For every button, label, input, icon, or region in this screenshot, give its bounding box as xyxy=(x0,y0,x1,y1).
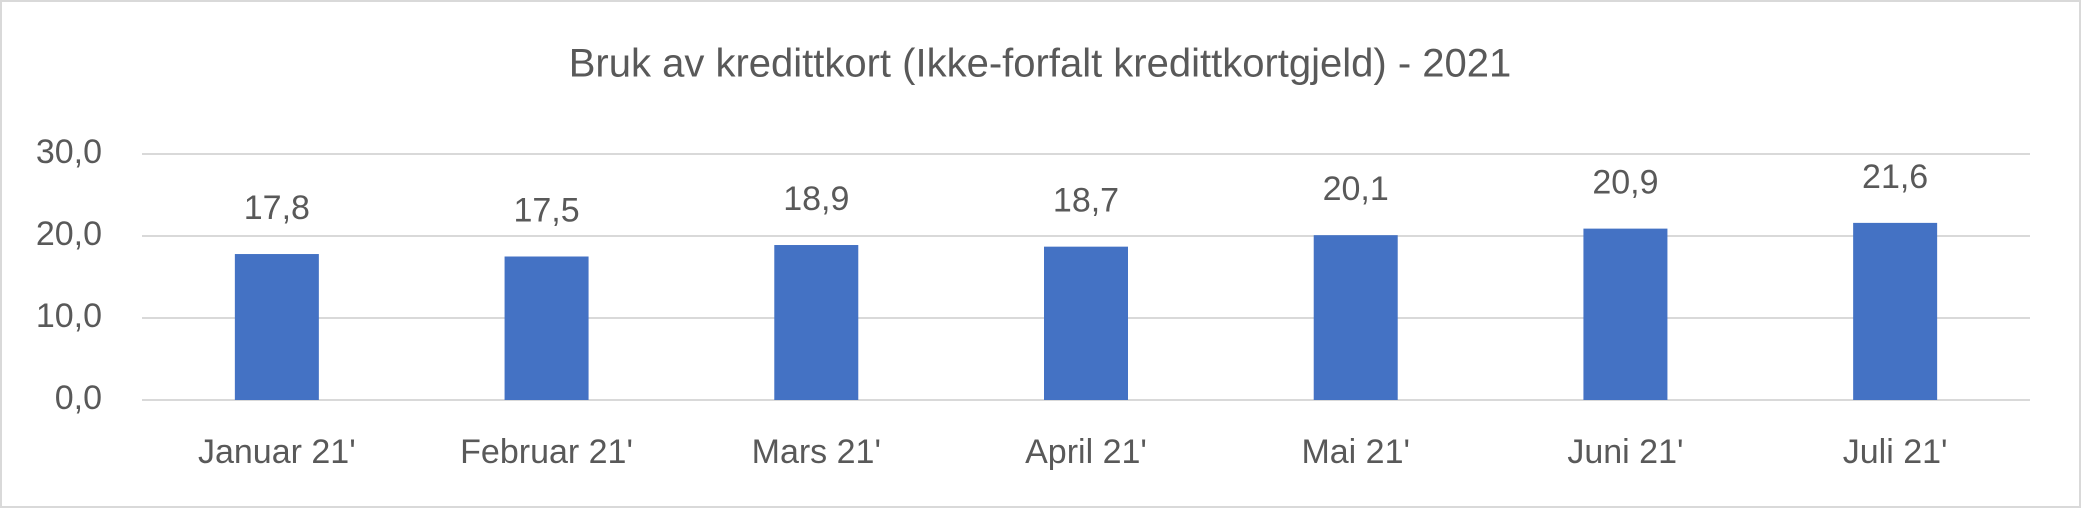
x-tick-label: Mars 21' xyxy=(752,433,881,471)
bar xyxy=(1313,235,1398,400)
data-label: 18,9 xyxy=(783,180,849,218)
x-tick-label: Juni 21' xyxy=(1567,433,1683,471)
y-tick-label: 10,0 xyxy=(36,297,102,335)
y-tick-label: 20,0 xyxy=(36,215,102,253)
data-label: 20,1 xyxy=(1323,170,1389,208)
x-tick-label: April 21' xyxy=(1025,433,1147,471)
bar xyxy=(1044,246,1128,400)
bar xyxy=(1853,222,1938,400)
data-label: 20,9 xyxy=(1592,164,1658,202)
y-tick-label: 30,0 xyxy=(36,133,102,171)
x-tick-label: Juli 21' xyxy=(1843,433,1948,471)
data-label: 21,6 xyxy=(1862,158,1928,196)
data-label: 18,7 xyxy=(1053,182,1119,220)
data-label: 17,5 xyxy=(513,191,579,229)
data-label: 17,8 xyxy=(244,189,310,227)
y-tick-label: 0,0 xyxy=(55,379,102,417)
bar xyxy=(774,245,859,400)
bar xyxy=(504,256,589,400)
x-tick-label: Februar 21' xyxy=(460,433,633,471)
bar xyxy=(234,254,319,400)
chart-title: Bruk av kredittkort (Ikke-forfalt kredit… xyxy=(569,42,1512,86)
x-tick-label: Januar 21' xyxy=(198,433,356,471)
x-tick-label: Mai 21' xyxy=(1301,433,1410,471)
bar xyxy=(1583,228,1668,400)
